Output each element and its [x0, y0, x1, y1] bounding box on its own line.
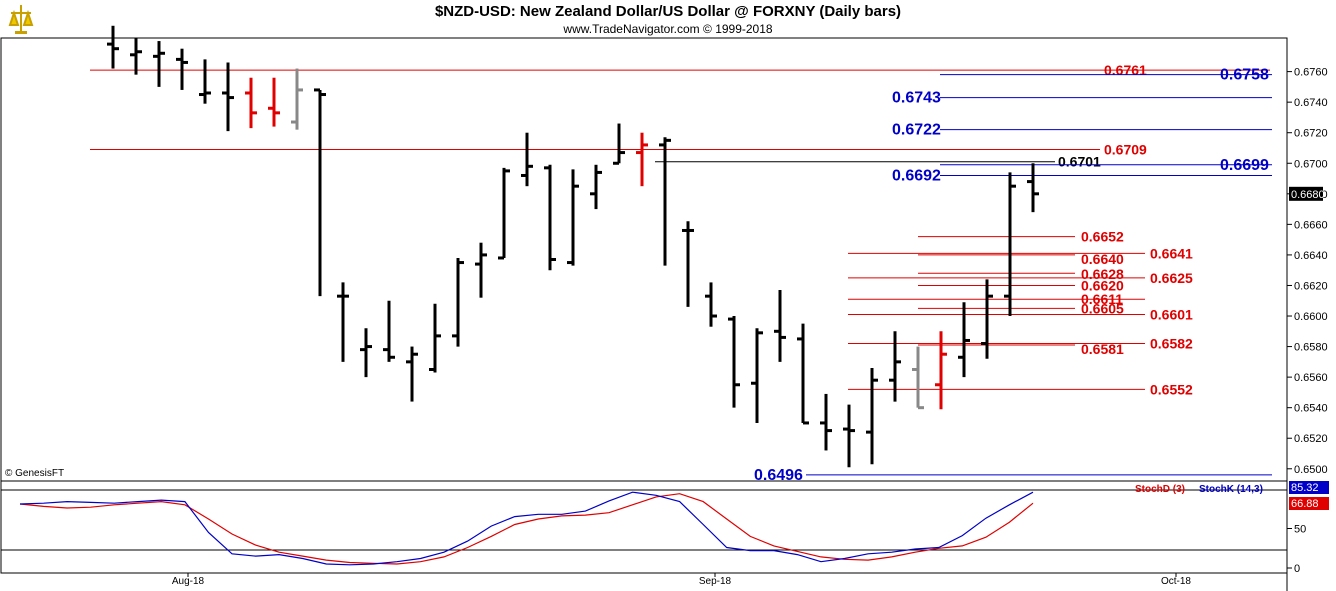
ohlc-bar — [981, 279, 993, 359]
ohlc-bar — [958, 302, 970, 378]
ohlc-bar — [935, 331, 947, 410]
y-tick-label: 0.6500 — [1294, 464, 1328, 476]
level-label-0.6699: 0.6699 — [1220, 157, 1269, 174]
level-label-0.6722: 0.6722 — [892, 122, 941, 139]
level-label-0.6601: 0.6601 — [1150, 306, 1193, 322]
level-label-0.6625: 0.6625 — [1150, 270, 1193, 286]
ohlc-bar — [245, 77, 257, 129]
ohlc-bar — [360, 328, 372, 378]
ohlc-bar — [728, 316, 740, 408]
stoch-d-value-label: 66.88 — [1291, 498, 1319, 510]
ohlc-bar — [751, 328, 763, 423]
ohlc-bar — [107, 25, 119, 69]
level-label-0.6581: 0.6581 — [1081, 341, 1124, 357]
level-label-0.6652: 0.6652 — [1081, 229, 1124, 245]
y-tick-label: 0.6660 — [1294, 219, 1328, 231]
y-tick-label: 0.6640 — [1294, 250, 1328, 262]
level-label-0.6701: 0.6701 — [1058, 154, 1101, 170]
ohlc-bar — [774, 290, 786, 362]
level-label-0.6605: 0.6605 — [1081, 300, 1124, 316]
x-tick-label: Aug-18 — [172, 576, 205, 587]
y-tick-label: 0.6620 — [1294, 280, 1328, 292]
chart-subtitle: www.TradeNavigator.com © 1999-2018 — [563, 22, 773, 36]
chart-title: $NZD-USD: New Zealand Dollar/US Dollar @… — [434, 3, 902, 20]
y-tick-label: 0.6740 — [1294, 97, 1328, 109]
ohlc-bar — [498, 167, 510, 260]
level-label-0.6496: 0.6496 — [754, 467, 803, 484]
ohlc-bar — [452, 257, 464, 347]
ohlc-bar — [199, 59, 211, 104]
level-label-0.6582: 0.6582 — [1150, 336, 1193, 352]
stoch-panel-frame — [0, 480, 1288, 574]
level-label-0.6761: 0.6761 — [1104, 62, 1147, 78]
y-tick-label: 0.6560 — [1294, 372, 1328, 384]
y-tick-label: 0.6760 — [1294, 67, 1328, 79]
y-tick-label: 0.6720 — [1294, 128, 1328, 140]
level-label-0.6611: 0.6611 — [1081, 291, 1123, 307]
ohlc-bar — [153, 41, 165, 87]
ohlc-bar — [337, 282, 349, 362]
y-tick-label: 0.6540 — [1294, 403, 1328, 415]
ohlc-bar — [912, 346, 924, 410]
copyright-label: © GenesisFT — [5, 468, 65, 479]
stoch-k-value-label: 85.32 — [1291, 482, 1319, 494]
stoch-y-tick-label: 0 — [1294, 563, 1300, 575]
ohlc-bar — [567, 169, 579, 266]
x-tick-label: Oct-18 — [1161, 576, 1191, 587]
y-tick-label: 0.6580 — [1294, 342, 1328, 354]
level-label-0.6758: 0.6758 — [1220, 67, 1269, 84]
ohlc-bar — [176, 48, 188, 90]
ohlc-bar — [475, 242, 487, 298]
trade-navigator-logo-icon — [8, 5, 34, 34]
ohlc-bar — [429, 303, 441, 373]
level-label-0.6641: 0.6641 — [1150, 245, 1193, 261]
stoch-legend-k: StochK (14,3) — [1199, 484, 1263, 495]
chart-header: $NZD-USD: New Zealand Dollar/US Dollar @… — [0, 0, 1336, 38]
ohlc-bar — [1004, 172, 1016, 317]
ohlc-bar — [383, 300, 395, 362]
last-price-box — [1289, 186, 1323, 201]
y-tick-label: 0.6700 — [1294, 158, 1328, 170]
ohlc-bar — [314, 88, 326, 297]
ohlc-bar — [705, 282, 717, 327]
ohlc-bar — [1027, 163, 1039, 213]
y-tick-label: 0.6520 — [1294, 433, 1328, 445]
level-label-0.6692: 0.6692 — [892, 167, 941, 184]
ohlc-bar — [843, 404, 855, 468]
ohlc-bar — [820, 393, 832, 451]
ohlc-bar — [406, 346, 418, 402]
ohlc-bar — [889, 331, 901, 402]
last-price-label: 0.6680 — [1291, 189, 1325, 201]
level-label-0.6620: 0.6620 — [1081, 277, 1124, 293]
level-label-0.6552: 0.6552 — [1150, 381, 1193, 397]
y-tick-label: 0.6600 — [1294, 311, 1328, 323]
ohlc-bar — [268, 77, 280, 127]
ohlc-bar — [544, 164, 556, 271]
ohlc-bar — [636, 132, 648, 187]
stoch-series-line-1 — [19, 491, 1034, 566]
stoch-y-tick-label: 50 — [1294, 524, 1306, 536]
ohlc-bar — [291, 68, 303, 130]
ohlc-bar — [590, 164, 602, 210]
ohlc-bar — [613, 123, 625, 165]
ohlc-bar — [659, 137, 671, 266]
stoch-k-value-box — [1289, 481, 1329, 494]
ohlc-bar — [682, 221, 694, 307]
level-label-0.6709: 0.6709 — [1104, 142, 1147, 158]
level-label-0.6640: 0.6640 — [1081, 251, 1124, 267]
ohlc-bar — [521, 132, 533, 187]
ohlc-bar — [130, 38, 142, 75]
stoch-d-value-box — [1289, 497, 1329, 510]
stoch-legend-d: StochD (3) — [1135, 484, 1185, 495]
level-label-0.6743: 0.6743 — [892, 90, 941, 107]
x-tick-label: Sep-18 — [699, 576, 732, 587]
ohlc-bar — [866, 367, 878, 465]
ohlc-bar — [222, 62, 234, 132]
ohlc-bar — [797, 323, 809, 425]
